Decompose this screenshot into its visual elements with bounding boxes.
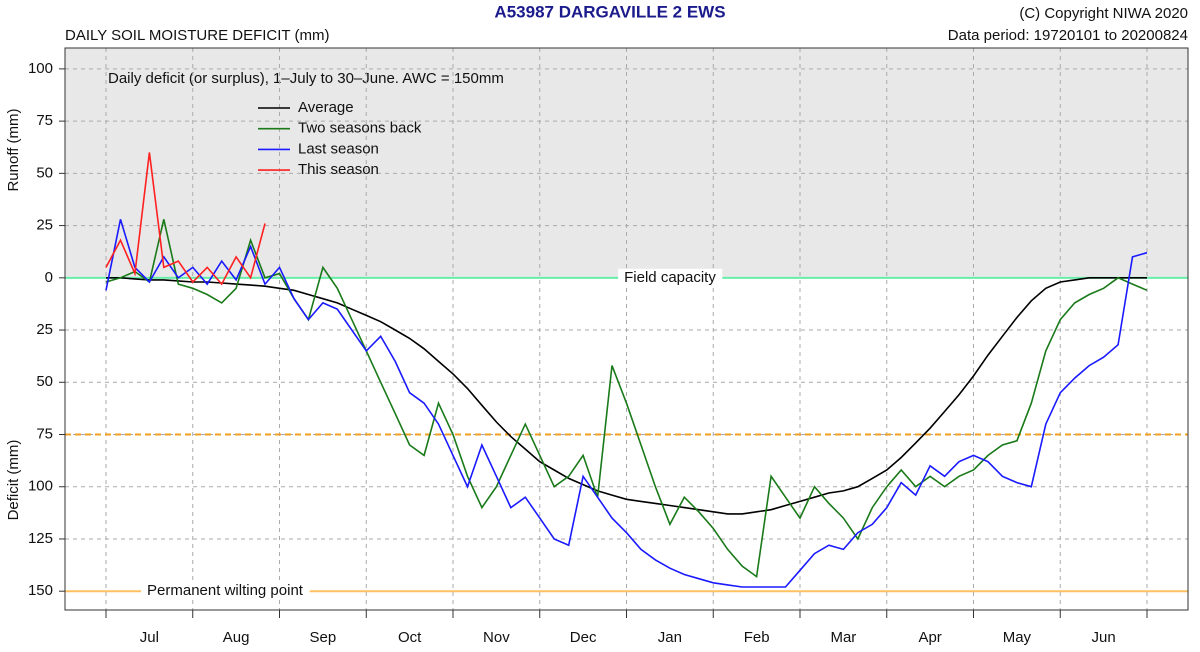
x-tick-label: Jul [140, 629, 159, 646]
x-tick-label: May [1003, 629, 1032, 646]
x-tick-label: Apr [918, 629, 941, 646]
x-tick-label: Jun [1092, 629, 1116, 646]
y-tick-label: 125 [28, 530, 53, 547]
reference-label: Permanent wilting point [147, 582, 304, 599]
y-tick-label: 50 [36, 373, 53, 390]
x-tick-label: Jan [658, 629, 682, 646]
plot-frame [64, 47, 1189, 611]
y-tick-label: 150 [28, 582, 53, 599]
series-line [106, 277, 1147, 515]
x-tick-label: Mar [830, 629, 856, 646]
x-tick-label: Aug [223, 629, 250, 646]
annotation: Daily deficit (or surplus), 1–July to 30… [108, 70, 504, 87]
x-tick-label: Nov [483, 629, 510, 646]
series-line [105, 219, 1148, 579]
data-period: Data period: 19720101 to 20200824 [948, 27, 1188, 44]
y-tick-label: 100 [28, 60, 53, 77]
chart-subtitle: DAILY SOIL MOISTURE DEFICIT (mm) [65, 27, 329, 44]
y-axis-label: Deficit (mm) [5, 440, 22, 521]
legend-label: Two seasons back [298, 120, 422, 137]
y-tick-label: 25 [36, 321, 53, 338]
chart-title: A53987 DARGAVILLE 2 EWS [494, 2, 725, 21]
y-tick-label: 75 [36, 112, 53, 129]
y-tick-label: 50 [36, 164, 53, 181]
legend-label: Last season [298, 140, 379, 157]
legend-label: Average [298, 99, 354, 116]
y-axis-label: Runoff (mm) [5, 108, 22, 191]
x-tick-label: Sep [310, 629, 337, 646]
y-tick-label: 100 [28, 478, 53, 495]
label-background [141, 582, 310, 600]
y-tick-label: 25 [36, 217, 53, 234]
y-tick-label: 75 [36, 425, 53, 442]
copyright: (C) Copyright NIWA 2020 [1019, 5, 1188, 22]
x-tick-label: Dec [570, 629, 597, 646]
reference-label: Field capacity [624, 269, 716, 286]
legend-label: This season [298, 161, 379, 178]
series-line [105, 152, 266, 286]
series-line [105, 219, 1148, 588]
y-tick-label: 0 [45, 269, 53, 286]
x-tick-label: Feb [744, 629, 770, 646]
label-background [618, 268, 723, 286]
x-tick-label: Oct [398, 629, 422, 646]
